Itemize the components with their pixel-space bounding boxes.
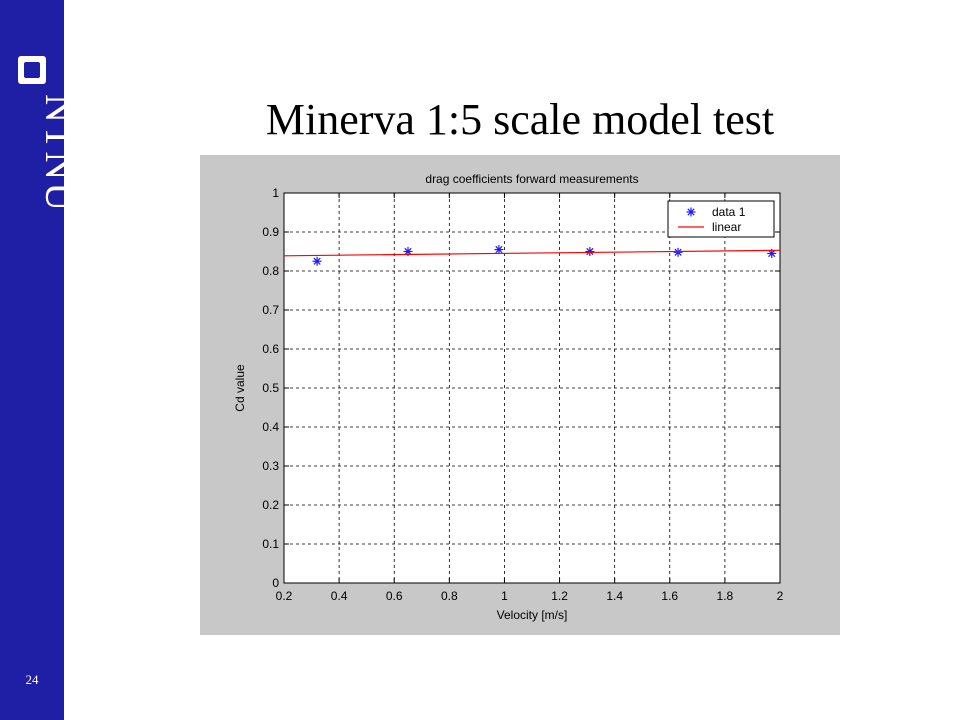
x-tick-label: 0.8 — [441, 589, 458, 603]
y-tick-label: 0 — [272, 576, 279, 590]
sidebar: NTNU 24 — [0, 0, 64, 720]
y-tick-label: 0.5 — [262, 381, 279, 395]
marker-stroke — [586, 247, 594, 256]
logo-text: NTNU — [37, 94, 64, 213]
marker-stroke — [313, 257, 321, 265]
y-tick-label: 0.1 — [262, 537, 279, 551]
legend-label: data 1 — [712, 205, 746, 219]
x-tick-label: 1.6 — [661, 589, 678, 603]
data-point — [494, 245, 504, 255]
marker-stroke — [674, 248, 682, 256]
marker-stroke — [404, 247, 412, 256]
chart-title: drag coefficients forward measurements — [425, 172, 638, 186]
x-tick-label: 0.6 — [386, 589, 403, 603]
x-axis-label: Velocity [m/s] — [497, 608, 568, 622]
y-tick-label: 1 — [272, 186, 279, 200]
data-point — [673, 247, 683, 257]
y-tick-label: 0.6 — [262, 342, 279, 356]
x-tick-label: 1.4 — [606, 589, 623, 603]
marker-stroke — [495, 245, 503, 254]
marker-stroke — [768, 249, 776, 258]
grid — [284, 193, 780, 583]
data-point — [585, 247, 595, 256]
legend-label: linear — [712, 220, 741, 234]
legend-box — [667, 200, 775, 238]
y-tick-label: 0.2 — [262, 498, 279, 512]
y-axis-label: Cd value — [233, 364, 247, 412]
fit-line — [283, 249, 781, 257]
x-tick-label: 1.8 — [717, 589, 734, 603]
x-tick-label: 2 — [777, 589, 784, 603]
slide-title: Minerva 1:5 scale model test — [265, 95, 775, 144]
ntnu-logo: NTNU — [18, 56, 64, 213]
chart: 0.2 0.4 0.6 0.8 1 1.2 1.4 1.6 1.8 2 0 0.1 0.2 0.3 0.4 0… — [200, 155, 840, 635]
x-tick-label: 0.2 — [276, 589, 293, 603]
data-layer — [283, 245, 781, 266]
legend-marker-sample — [686, 207, 696, 217]
y-tick-label: 0.8 — [262, 264, 279, 278]
x-tick-label: 1.2 — [551, 589, 568, 603]
axis-ticks: 0.2 0.4 0.6 0.8 1 1.2 1.4 1.6 1.8 2 0 0.1 0.2 0.3 0.4 0… — [262, 186, 783, 603]
logo-square-inner — [24, 62, 40, 78]
y-tick-label: 0.9 — [262, 225, 279, 239]
marker-stroke — [687, 208, 695, 216]
data-point — [312, 256, 322, 266]
x-tick-label: 0.4 — [331, 589, 348, 603]
y-tick-label: 0.4 — [262, 420, 279, 434]
y-tick-label: 0.7 — [262, 303, 279, 317]
y-tick-label: 0.3 — [262, 459, 279, 473]
page-number: 24 — [25, 672, 39, 687]
x-tick-label: 1 — [501, 589, 508, 603]
